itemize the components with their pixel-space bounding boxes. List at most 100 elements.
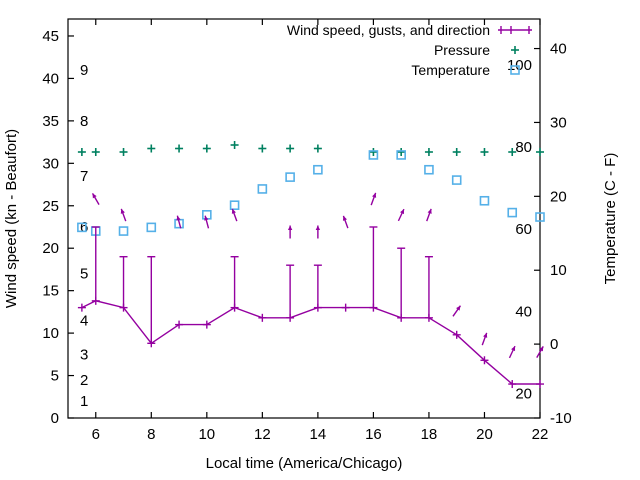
wind-direction-arrow: [91, 193, 100, 205]
y-tick-label: 45: [42, 28, 59, 45]
wind-speed-point: [175, 320, 184, 329]
temperature-point: [77, 222, 87, 233]
legend-entry: Temperature: [411, 62, 520, 78]
plot-border: [67, 18, 541, 419]
wind-direction-arrow: [481, 332, 488, 346]
pressure-series: [77, 141, 544, 156]
wind-speed-point: [536, 380, 544, 389]
y2-tick-label: 0: [550, 336, 558, 353]
legend-entry: Wind speed, gusts, and direction: [287, 22, 532, 38]
y-tick-label: 30: [42, 155, 59, 172]
y-tick-label: 35: [42, 113, 59, 130]
gust-errorbar: [230, 256, 239, 308]
y2-axis-ticks: -10 0 10 20 30 40: [534, 41, 572, 427]
temperature-point: [451, 175, 462, 185]
temperature-point: [479, 195, 490, 206]
beaufort-label: 8: [80, 113, 88, 130]
gust-errorbar: [313, 264, 322, 308]
y-tick-label: 25: [42, 198, 59, 215]
legend-label: Wind speed, gusts, and direction: [287, 22, 490, 38]
wind-direction-arrow: [315, 225, 321, 239]
wind-speed-point: [91, 296, 100, 305]
temperature-point: [285, 172, 295, 182]
wind-direction-arrow: [342, 215, 349, 229]
gust-errorbar: [286, 264, 295, 318]
wind-direction-arrow: [231, 208, 238, 222]
pressure-point: [480, 148, 489, 156]
pressure-point: [202, 144, 211, 153]
y2-tick-label: 40: [550, 41, 567, 58]
x-tick-label: 22: [532, 426, 549, 443]
pressure-point: [536, 148, 544, 156]
temperature-point: [368, 150, 379, 160]
temperature-point: [229, 200, 240, 210]
temperature-point: [146, 222, 157, 233]
gust-errorbar: [397, 247, 406, 318]
pressure-point: [313, 144, 322, 153]
x-tick-label: 18: [421, 426, 438, 443]
y2-tick-label: 30: [550, 114, 567, 131]
fahrenheit-label: 20: [515, 386, 532, 403]
legend-entry: Pressure: [434, 42, 519, 58]
pressure-point: [424, 148, 433, 156]
wind-speed-point: [258, 313, 267, 322]
wind-speed-point: [77, 303, 86, 312]
wind-speed-point: [230, 303, 239, 312]
wind-direction-arrow: [426, 208, 432, 222]
temperature-point: [507, 207, 518, 218]
x-tick-label: 16: [365, 426, 382, 443]
temperature-series: [77, 150, 545, 236]
y2-tick-label: 20: [550, 188, 567, 205]
beaufort-label: 4: [80, 312, 88, 329]
wind-speed-point: [480, 356, 489, 365]
fahrenheit-label: 40: [515, 304, 532, 321]
wind-direction-arrow: [120, 208, 127, 222]
pressure-point: [119, 148, 128, 156]
pressure-point: [91, 148, 100, 156]
y-tick-label: 0: [51, 410, 59, 427]
temperature-point: [118, 226, 129, 236]
y-axis-ticks: 0 5 10 15 20 25 30 35 40 45: [42, 28, 74, 427]
x-tick-label: 10: [198, 426, 215, 443]
pressure-point: [147, 144, 156, 153]
temperature-point: [202, 210, 212, 220]
wind-direction-arrow: [204, 215, 210, 229]
wind-speed-point: [452, 330, 461, 339]
pressure-point: [508, 148, 517, 156]
legend-label: Pressure: [434, 42, 490, 58]
pressure-point: [77, 148, 86, 156]
wind-direction-arrow: [536, 346, 544, 358]
temperature-point: [257, 184, 268, 194]
beaufort-label: 2: [80, 372, 88, 389]
temperature-point: [424, 164, 434, 175]
y-tick-label: 5: [51, 368, 59, 385]
wind-speed-point: [286, 313, 295, 322]
pressure-point: [175, 144, 184, 153]
fahrenheit-label: 60: [515, 221, 532, 238]
y-tick-label: 10: [42, 325, 59, 342]
wind-speed-point: [508, 380, 517, 389]
beaufort-label: 6: [80, 219, 88, 236]
pressure-point: [230, 141, 239, 149]
wind-speed-point: [424, 313, 433, 322]
beaufort-scale-labels: 1 2 3 4 5 6 7 8 9: [80, 62, 88, 410]
x-tick-label: 14: [310, 426, 327, 443]
x-tick-label: 6: [92, 426, 100, 443]
pressure-point: [452, 148, 461, 156]
y-tick-label: 40: [42, 70, 59, 87]
wind-direction-arrow: [508, 345, 516, 359]
plot-frame: [67, 18, 541, 419]
gust-errorbar: [369, 226, 378, 308]
pressure-point: [397, 148, 406, 156]
wind-direction-arrow: [397, 208, 405, 222]
wind-speed-point: [397, 313, 406, 322]
y-axis-label: Wind speed (kn - Beaufort): [3, 129, 20, 308]
x-axis-ticks: 6 8 10 12 14 16 18 20 22: [92, 19, 549, 443]
wind-speed-point: [313, 303, 322, 312]
y2-tick-label: -10: [550, 410, 572, 427]
wind-direction-arrow: [176, 215, 182, 229]
y-tick-label: 20: [42, 240, 59, 257]
fahrenheit-label: 80: [515, 139, 532, 156]
wind-direction-arrow: [370, 192, 377, 206]
beaufort-label: 7: [80, 168, 88, 185]
